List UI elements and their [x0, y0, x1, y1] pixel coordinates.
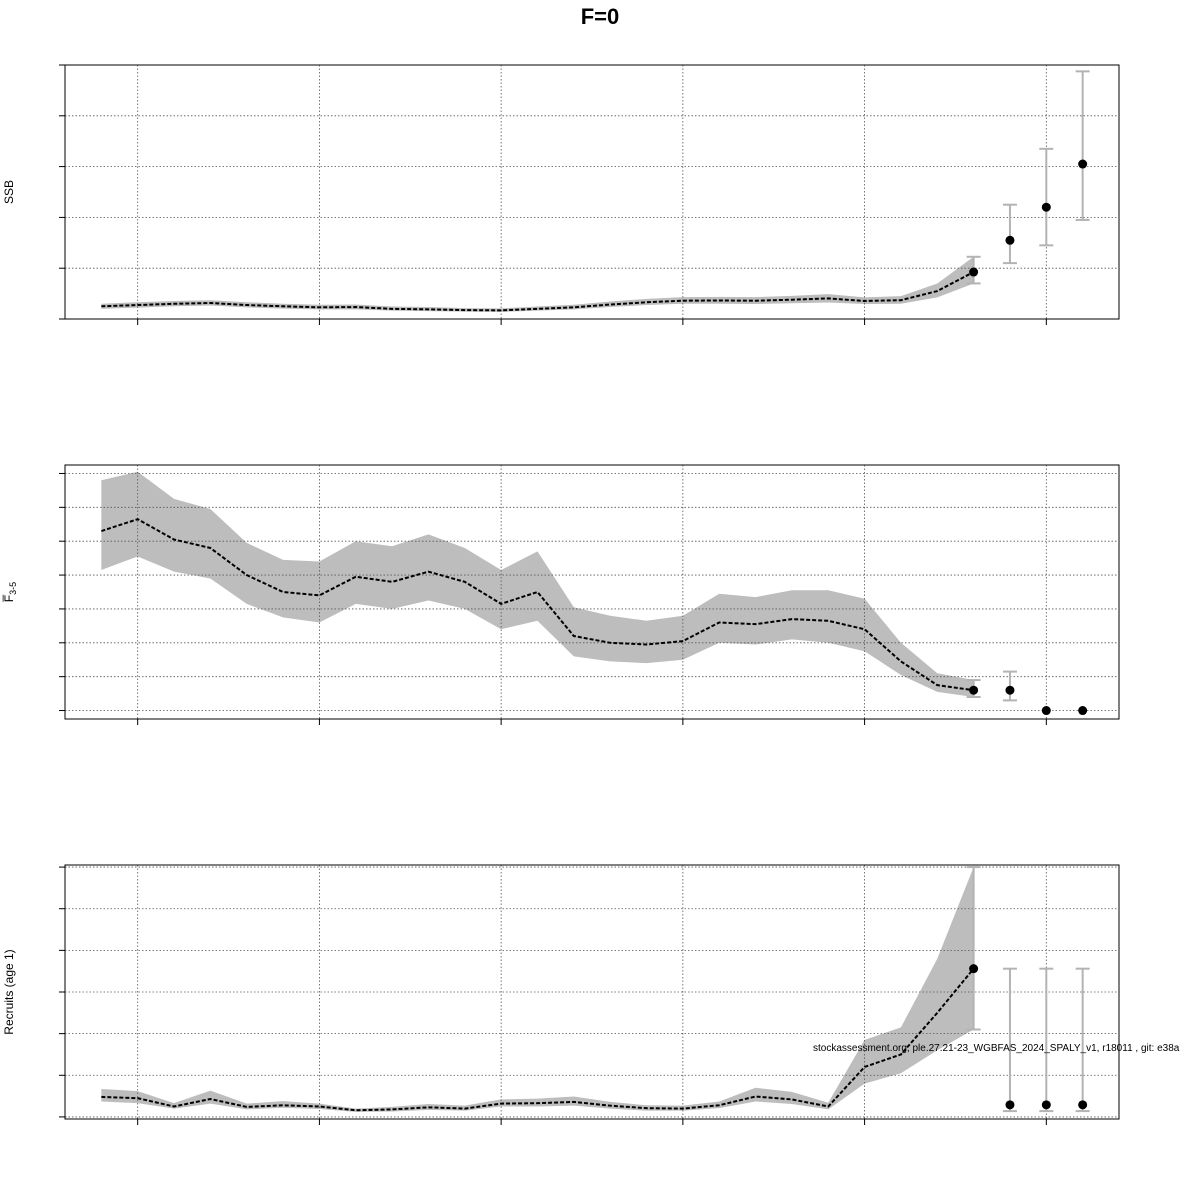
forecast-point	[969, 267, 979, 277]
chart-panels: SSB F̅3-5 Recruits (age 1)	[2, 64, 1120, 1125]
y-axis-label-main: Recruits (age 1)	[2, 949, 16, 1034]
y-axis-label: F̅3-5	[2, 582, 18, 602]
forecast-point	[1005, 235, 1015, 245]
forecast-point	[1078, 1100, 1088, 1110]
estimate-line	[101, 518, 974, 692]
panel-1: SSB	[2, 64, 1120, 325]
y-axis-label-main: F̅	[2, 594, 16, 602]
y-axis-label-subscript: 3-5	[8, 582, 18, 595]
forecast-point	[1078, 706, 1088, 716]
y-axis-label-main: SSB	[2, 180, 16, 204]
forecast-point	[1041, 202, 1051, 212]
estimate-line	[101, 968, 975, 1112]
confidence-band	[101, 471, 974, 697]
plot-frame	[64, 64, 1120, 320]
confidence-band	[101, 256, 974, 312]
grid-lines	[65, 865, 1119, 1119]
figure-title: F=0	[581, 4, 620, 29]
forecast-point	[969, 685, 979, 695]
panel-2: F̅3-5	[2, 464, 1120, 725]
footer-note: stockassessment.org, ple.27.21-23_WGBFAS…	[813, 1043, 1180, 1054]
forecast-point	[969, 964, 979, 974]
estimate-line	[101, 271, 975, 312]
forecast-point	[1041, 706, 1051, 716]
forecast-point	[1005, 685, 1015, 695]
y-axis-label: Recruits (age 1)	[2, 949, 16, 1034]
forecast-point	[1005, 1100, 1015, 1110]
y-axis-label: SSB	[2, 180, 16, 204]
forecast-point	[1041, 1100, 1051, 1110]
plot-frame	[64, 464, 1120, 720]
panel-3: Recruits (age 1)	[2, 864, 1120, 1125]
forecast-point	[1078, 159, 1088, 169]
grid-lines	[65, 465, 1119, 719]
